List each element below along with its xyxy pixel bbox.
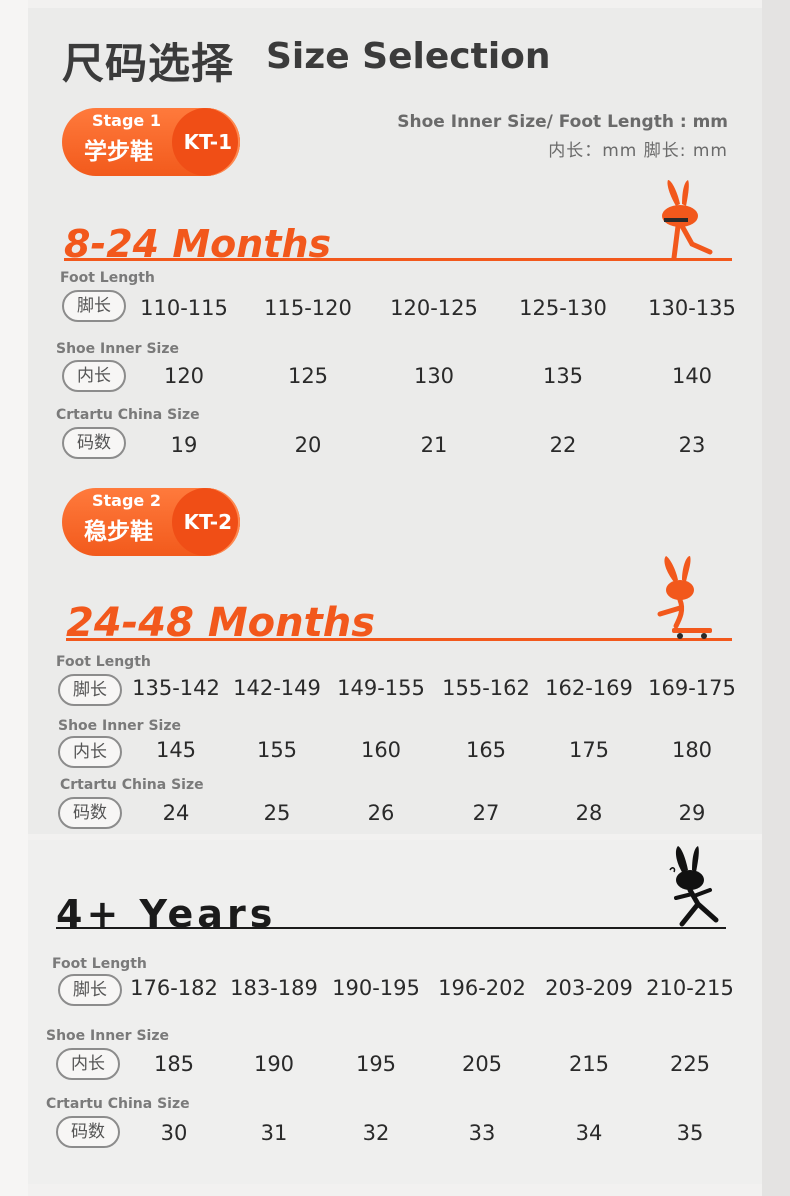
foot-length-chip: 脚长 bbox=[58, 974, 122, 1006]
foot-length-value: 162-169 bbox=[545, 676, 633, 700]
inner-size-value: 205 bbox=[461, 1052, 503, 1076]
inner-size-value: 175 bbox=[568, 738, 610, 762]
foot-length-value: 125-130 bbox=[519, 296, 607, 320]
left-margin bbox=[0, 0, 28, 1196]
china-size-chip: 码数 bbox=[62, 427, 126, 459]
china-size-value: 28 bbox=[575, 801, 603, 825]
inner-size-value: 225 bbox=[669, 1052, 711, 1076]
china-size-value: 25 bbox=[263, 801, 291, 825]
china-size-value: 30 bbox=[160, 1121, 188, 1145]
foot-length-value: 115-120 bbox=[264, 296, 352, 320]
stage-2-code: KT-2 bbox=[183, 510, 232, 534]
inner-size-value: 215 bbox=[568, 1052, 610, 1076]
china-size-value: 23 bbox=[678, 433, 706, 457]
inner-size-chip: 内长 bbox=[56, 1048, 120, 1080]
foot-length-value: 130-135 bbox=[648, 296, 736, 320]
china-size-value: 32 bbox=[362, 1121, 390, 1145]
stage-2-name: 稳步鞋 bbox=[84, 519, 153, 545]
china-size-value: 26 bbox=[367, 801, 395, 825]
foot-length-label: Foot Length bbox=[52, 956, 147, 972]
china-size-label: Crtartu China Size bbox=[60, 777, 204, 793]
inner-size-label: Shoe Inner Size bbox=[56, 341, 179, 357]
foot-length-value: 176-182 bbox=[130, 976, 218, 1000]
inner-size-value: 130 bbox=[413, 364, 455, 388]
page-title-en: Size Selection bbox=[266, 36, 551, 77]
foot-length-label: Foot Length bbox=[56, 654, 151, 670]
inner-size-label: Shoe Inner Size bbox=[46, 1028, 169, 1044]
inner-size-chip: 内长 bbox=[58, 736, 122, 768]
inner-size-value: 125 bbox=[287, 364, 329, 388]
china-size-value: 20 bbox=[294, 433, 322, 457]
inner-size-value: 160 bbox=[360, 738, 402, 762]
foot-length-value: 210-215 bbox=[646, 976, 734, 1000]
inner-size-value: 145 bbox=[155, 738, 197, 762]
right-margin bbox=[762, 0, 790, 1196]
foot-length-value: 190-195 bbox=[332, 976, 420, 1000]
inner-size-value: 190 bbox=[253, 1052, 295, 1076]
foot-length-label: Foot Length bbox=[60, 270, 155, 286]
inner-size-value: 185 bbox=[153, 1052, 195, 1076]
foot-length-value: 135-142 bbox=[132, 676, 220, 700]
foot-length-chip: 脚长 bbox=[62, 290, 126, 322]
china-size-value: 34 bbox=[575, 1121, 603, 1145]
bunny-skateboard-icon bbox=[657, 556, 712, 639]
foot-length-value: 169-175 bbox=[648, 676, 736, 700]
china-size-chip: 码数 bbox=[58, 797, 122, 829]
foot-length-chip: 脚长 bbox=[58, 674, 122, 706]
stage-1-name: 学步鞋 bbox=[84, 139, 153, 165]
china-size-label: Crtartu China Size bbox=[56, 407, 200, 423]
inner-size-value: 195 bbox=[355, 1052, 397, 1076]
size-panel-kids bbox=[28, 840, 762, 1184]
china-size-value: 35 bbox=[676, 1121, 704, 1145]
stage-1-badge: Stage 1 学步鞋 KT-1 bbox=[62, 108, 240, 176]
unit-note-cn: 内长：mm 脚长: mm bbox=[548, 141, 728, 161]
inner-size-value: 165 bbox=[465, 738, 507, 762]
inner-size-value: 180 bbox=[671, 738, 713, 762]
foot-length-value: 196-202 bbox=[438, 976, 526, 1000]
china-size-value: 33 bbox=[468, 1121, 496, 1145]
china-size-value: 21 bbox=[420, 433, 448, 457]
inner-size-value: 135 bbox=[542, 364, 584, 388]
china-size-value: 22 bbox=[549, 433, 577, 457]
inner-size-value: 120 bbox=[163, 364, 205, 388]
china-size-value: 27 bbox=[472, 801, 500, 825]
page-title-cn: 尺码选择 bbox=[62, 39, 235, 88]
unit-note-en: Shoe Inner Size/ Foot Length : mm bbox=[397, 112, 728, 132]
stage-2-badge: Stage 2 稳步鞋 KT-2 bbox=[62, 488, 240, 556]
foot-length-value: 142-149 bbox=[233, 676, 321, 700]
stage-1-code: KT-1 bbox=[183, 130, 232, 154]
bunny-standing-icon bbox=[662, 180, 713, 261]
foot-length-value: 149-155 bbox=[337, 676, 425, 700]
foot-length-value: 120-125 bbox=[390, 296, 478, 320]
china-size-value: 24 bbox=[162, 801, 190, 825]
stage-2-label: Stage 2 bbox=[92, 491, 161, 510]
china-size-chip: 码数 bbox=[56, 1116, 120, 1148]
bunny-walking-icon bbox=[669, 846, 719, 927]
china-size-label: Crtartu China Size bbox=[46, 1096, 190, 1112]
inner-size-chip: 内长 bbox=[62, 360, 126, 392]
foot-length-value: 203-209 bbox=[545, 976, 633, 1000]
age-range-3: 4+ Years bbox=[56, 892, 277, 936]
foot-length-value: 183-189 bbox=[230, 976, 318, 1000]
range-1-underline bbox=[64, 258, 732, 261]
inner-size-label: Shoe Inner Size bbox=[58, 718, 181, 734]
foot-length-value: 155-162 bbox=[442, 676, 530, 700]
range-3-underline bbox=[56, 927, 726, 929]
china-size-value: 19 bbox=[170, 433, 198, 457]
inner-size-value: 155 bbox=[256, 738, 298, 762]
foot-length-value: 110-115 bbox=[140, 296, 228, 320]
range-2-underline bbox=[66, 638, 732, 641]
china-size-value: 31 bbox=[260, 1121, 288, 1145]
stage-1-label: Stage 1 bbox=[92, 111, 161, 130]
inner-size-value: 140 bbox=[671, 364, 713, 388]
china-size-value: 29 bbox=[678, 801, 706, 825]
